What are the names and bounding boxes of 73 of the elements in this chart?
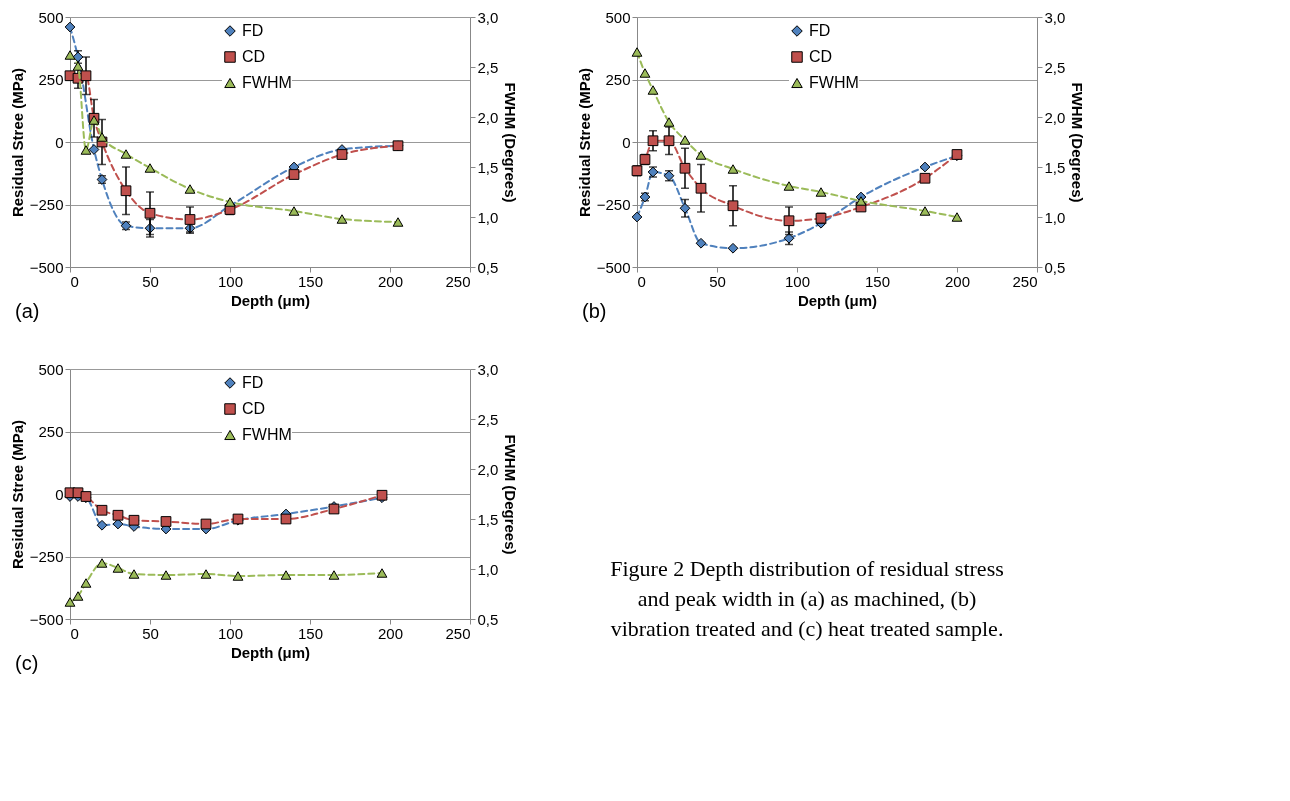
y-tick-label: −500 <box>596 258 631 276</box>
x-tick-label: 0 <box>637 272 646 290</box>
y2-tick-label: 1,0 <box>477 560 499 578</box>
y-tick-label: 0 <box>55 133 64 151</box>
y-tick-label: −250 <box>29 548 64 565</box>
x-tick-label: 250 <box>445 624 471 642</box>
y2-tick-label: 1,5 <box>477 510 499 528</box>
y-tick-label: 500 <box>605 8 631 26</box>
y-tick-label: −250 <box>596 196 631 213</box>
x-tick-label: 100 <box>217 272 244 290</box>
y2-axis-title: FWHM (Degrees) <box>502 434 520 555</box>
y-axis-title: Residual Stree (MPa) <box>575 67 593 218</box>
y2-tick-label: 2,0 <box>477 108 499 126</box>
y-tick-label: −500 <box>29 610 64 628</box>
y2-tick-label: 2,0 <box>1044 108 1066 126</box>
y2-tick-label: 3,0 <box>477 360 499 378</box>
legend-label: FD <box>242 22 264 39</box>
y-tick-label: 0 <box>622 133 631 151</box>
x-tick-label: 50 <box>142 624 159 642</box>
y2-tick-label: 2,5 <box>477 410 499 428</box>
y-tick-label: 250 <box>38 423 64 440</box>
x-tick-label: 100 <box>217 624 244 642</box>
y2-tick-label: 1,5 <box>477 158 499 176</box>
y2-tick-label: 2,5 <box>1044 58 1066 76</box>
x-axis-title: Depth (μm) <box>230 643 311 661</box>
legend-label: FD <box>242 374 264 391</box>
y2-tick-label: 3,0 <box>1044 8 1066 26</box>
x-tick-label: 0 <box>70 272 79 290</box>
y-tick-label: −250 <box>29 196 64 213</box>
x-tick-label: 250 <box>445 272 471 290</box>
y2-tick-label: 1,0 <box>477 208 499 226</box>
legend-label: FWHM <box>242 74 292 91</box>
x-tick-label: 50 <box>142 272 159 290</box>
x-tick-label: 200 <box>377 272 404 290</box>
y-axis-title: Residual Stree (MPa) <box>8 419 26 570</box>
legend-label: FWHM <box>242 426 292 443</box>
x-tick-label: 0 <box>70 624 79 642</box>
y2-tick-label: 1,5 <box>1044 158 1066 176</box>
y2-tick-label: 1,0 <box>1044 208 1066 226</box>
x-tick-label: 200 <box>944 272 971 290</box>
y2-tick-label: 3,0 <box>477 8 499 26</box>
y-tick-label: 0 <box>55 485 64 503</box>
legend-label: CD <box>809 48 833 65</box>
x-tick-label: 200 <box>377 624 404 642</box>
x-axis-title: Depth (μm) <box>230 291 311 309</box>
y2-tick-label: 0,5 <box>477 610 499 628</box>
y2-tick-label: 0,5 <box>477 258 499 276</box>
x-tick-label: 100 <box>784 272 811 290</box>
y2-axis-title: FWHM (Degrees) <box>502 82 520 203</box>
y-tick-label: 500 <box>38 360 64 378</box>
y2-axis-title: FWHM (Degrees) <box>1069 82 1087 203</box>
legend-label: FD <box>809 22 831 39</box>
y2-tick-label: 0,5 <box>1044 258 1066 276</box>
y2-tick-label: 2,5 <box>477 58 499 76</box>
x-tick-label: 50 <box>709 272 726 290</box>
legend-label: CD <box>242 48 266 65</box>
text: (a) <box>15 300 40 322</box>
y2-tick-label: 2,0 <box>477 460 499 478</box>
legend-label: FWHM <box>809 74 859 91</box>
y-axis-title: Residual Stree (MPa) <box>8 67 26 218</box>
y-tick-label: −500 <box>29 258 64 276</box>
x-tick-label: 150 <box>864 272 891 290</box>
x-tick-label: 250 <box>1012 272 1038 290</box>
x-axis-title: Depth (μm) <box>797 291 878 309</box>
caption: Figure 2 Depth distribution of residual stress and peak width in (a) as machined, (b) vibration treated and (c) heat treated sample. <box>610 556 1004 641</box>
legend-label: CD <box>242 400 266 417</box>
y-tick-label: 250 <box>605 71 631 88</box>
y-tick-label: 500 <box>38 8 64 26</box>
text: (b) <box>582 300 607 322</box>
text: (c) <box>15 652 39 674</box>
y-tick-label: 250 <box>38 71 64 88</box>
x-tick-label: 150 <box>297 272 324 290</box>
x-tick-label: 150 <box>297 624 324 642</box>
